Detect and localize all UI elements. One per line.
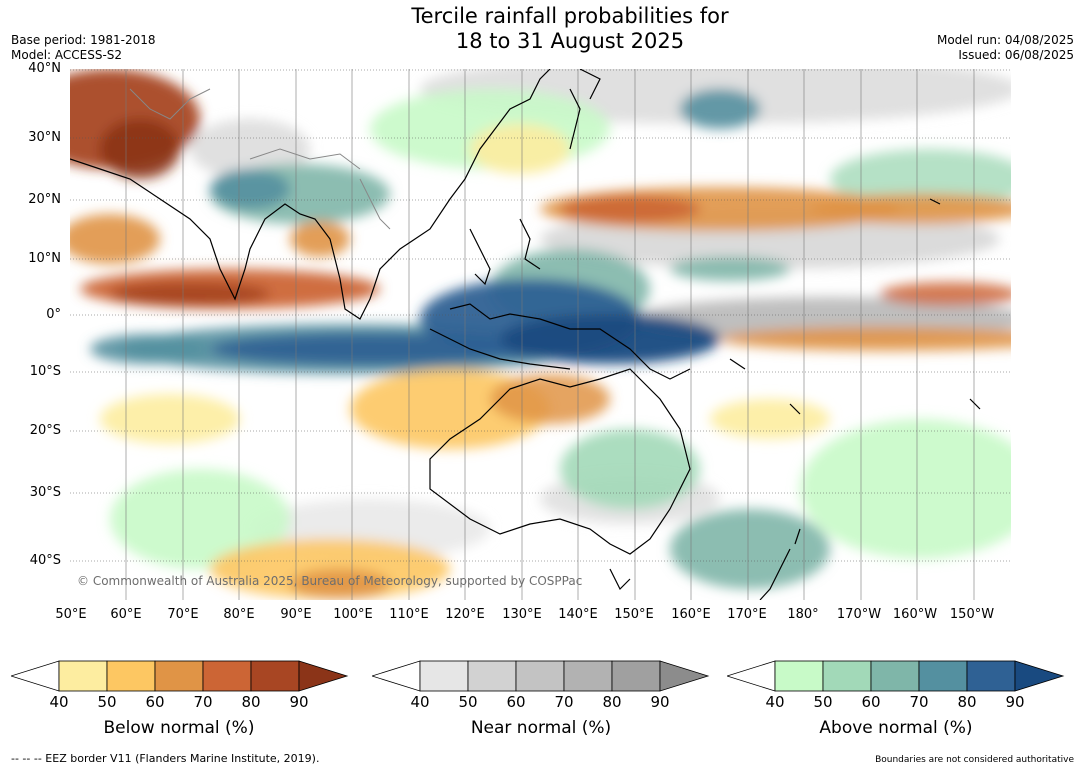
legend-near-tick: 50 [458,693,478,711]
legend-below-tick: 40 [49,693,69,711]
lon-label-170e: 170°E [727,607,767,622]
legend-above-tick: 40 [765,693,785,711]
legend-below-tick: 90 [289,693,309,711]
lat-label-30n: 30°N [28,130,61,145]
model-run: Model run: 04/08/2025 [936,33,1074,47]
probability-shading [70,69,1011,599]
legend-below-title: Below normal (%) [103,718,255,738]
base-period: Base period: 1981-2018 [11,33,156,47]
eez-border-note: -- -- -- EEZ border V11 (Flanders Marine… [11,752,320,765]
legend-above-tick: 70 [909,693,929,711]
graticule-meridians [125,69,975,600]
graticule [70,69,1011,562]
legend-color-swatch [563,660,613,692]
legend-near-tick: 70 [554,693,574,711]
lon-label-160w: 160°W [892,607,938,622]
legend-below-tick: 70 [193,693,213,711]
legend-below-tick: 80 [241,693,261,711]
legend-extend-max [298,660,349,692]
meta-right: Model run: 04/08/2025 Issued: 06/08/2025 [937,33,1074,63]
lon-label-150e: 150°E [614,607,654,622]
lat-label-0: 0° [46,307,61,322]
legend-extend-max [1014,660,1065,692]
lat-label-20s: 20°S [29,423,61,438]
legend-above-tick: 80 [957,693,977,711]
legend-color-swatch [419,660,469,692]
lon-label-170w: 170°W [836,607,882,622]
lat-label-20n: 20°N [28,192,61,207]
coastlines [70,69,981,600]
lon-label-50e: 50°E [55,607,87,622]
lat-label-40s: 40°S [29,553,61,568]
legend-color-swatch [918,660,968,692]
legend-color-swatch [870,660,920,692]
lon-label-60e: 60°E [110,607,142,622]
legend-below-normal-bar [11,660,349,692]
lon-label-140e: 140°E [558,607,598,622]
legend-near-title: Near normal (%) [470,718,612,738]
lon-label-160e: 160°E [671,607,711,622]
legend-color-swatch [58,660,108,692]
legend-color-swatch [822,660,872,692]
legend-extend-max [659,660,710,692]
legend-above-tick: 90 [1005,693,1025,711]
boundaries-disclaimer: Boundaries are not considered authoritat… [875,755,1074,765]
lon-label-100e: 100°E [333,607,373,622]
legend-color-swatch [611,660,661,692]
lon-label-150w: 150°W [949,607,995,622]
legend-near-tick: 80 [602,693,622,711]
legend-above-normal-bar [727,660,1065,692]
map-title: Tercile rainfall probabilities for 18 to… [0,4,1085,54]
legend-near-tick: 60 [506,693,526,711]
legend-below-tick: 50 [97,693,117,711]
map-canvas [70,69,1011,600]
lon-label-110e: 110°E [389,607,429,622]
legend-near-normal [372,660,710,692]
legend-color-swatch [250,660,300,692]
lat-label-10s: 10°S [29,364,61,379]
legend-above-tick: 50 [813,693,833,711]
copyright-notice: © Commonwealth of Australia 2025, Bureau… [77,574,583,588]
legend-extend-min [11,660,60,692]
legend-extend-min [372,660,421,692]
legend-below-normal [11,660,349,692]
rainfall-probability-map [70,69,1011,600]
legend-above-normal [727,660,1065,692]
legend-color-swatch [202,660,252,692]
title-line-2: 18 to 31 August 2025 [455,29,685,53]
legend-color-swatch [966,660,1016,692]
lon-label-90e: 90°E [280,607,312,622]
legend-below-tick: 60 [145,693,165,711]
lon-label-180: 180° [787,607,819,622]
legend-color-swatch [106,660,156,692]
lon-label-80e: 80°E [223,607,255,622]
lon-label-70e: 70°E [167,607,199,622]
legend-near-normal-bar [372,660,710,692]
legend-color-swatch [515,660,565,692]
lon-label-130e: 130°E [502,607,542,622]
legend-above-tick: 60 [861,693,881,711]
legend-color-swatch [467,660,517,692]
legend-color-swatch [774,660,824,692]
lon-label-120e: 120°E [445,607,485,622]
lat-label-30s: 30°S [29,485,61,500]
legend-near-tick: 40 [410,693,430,711]
issued-date: Issued: 06/08/2025 [958,48,1074,62]
lat-label-10n: 10°N [28,251,61,266]
legend-color-swatch [154,660,204,692]
model-name: Model: ACCESS-S2 [11,48,123,62]
meta-left: Base period: 1981-2018 Model: ACCESS-S2 [11,33,156,63]
title-line-1: Tercile rainfall probabilities for [411,4,729,28]
lat-label-40n: 40°N [28,61,61,76]
legend-extend-min [727,660,776,692]
country-borders [129,88,391,230]
legend-above-title: Above normal (%) [819,718,973,738]
legend-near-tick: 90 [650,693,670,711]
